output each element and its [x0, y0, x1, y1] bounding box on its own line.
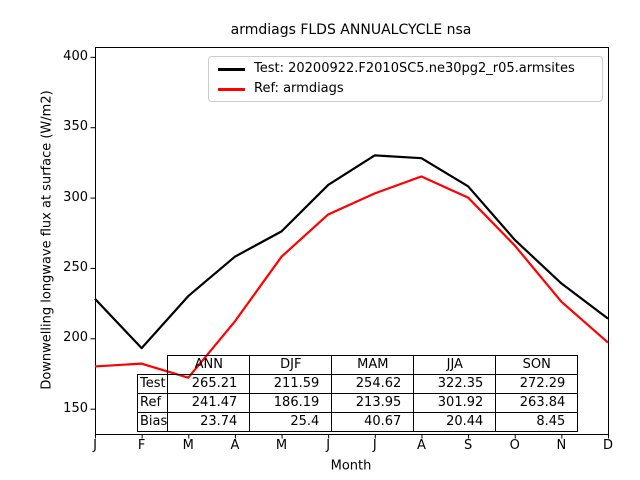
table-cell: 272.29 — [495, 374, 579, 394]
test-line-swatch — [218, 67, 245, 71]
table-cell: 23.74 — [167, 412, 251, 432]
table-cell: 301.92 — [413, 393, 497, 413]
x-tick-label: O — [509, 438, 520, 453]
x-tick-label: F — [137, 438, 146, 453]
x-tick-label: S — [463, 438, 473, 453]
legend-entry-ref: Ref: armdiags — [218, 81, 593, 97]
table-cell: 25.4 — [249, 412, 333, 432]
y-tick-label: 350 — [63, 119, 88, 135]
table-cell: 186.19 — [249, 393, 333, 413]
table-row: Test 265.21 211.59 254.62 322.35 272.29 — [136, 374, 579, 394]
table-cell: 254.62 — [331, 374, 415, 394]
stats-table: ANN DJF MAM JJA SON Test 265.21 211.59 254.62 322… — [136, 355, 579, 432]
table-row-label: Bias — [136, 412, 169, 432]
table-cell: 20.44 — [413, 412, 497, 432]
table-col-header: DJF — [249, 355, 333, 375]
stats-table-grid: ANN DJF MAM JJA SON Test 265.21 211.59 254.62 322… — [136, 355, 579, 432]
legend-entry-test: Test: 20200922.F2010SC5.ne30pg2_r05.arms… — [218, 61, 593, 77]
table-row-label: Test — [136, 374, 169, 394]
table-row: Ref 241.47 186.19 213.95 301.92 263.84 — [136, 393, 579, 413]
table-col-header: MAM — [331, 355, 415, 375]
y-tick-label: 250 — [63, 259, 88, 275]
table-cell: 322.35 — [413, 374, 497, 394]
x-tick-label: N — [556, 438, 567, 453]
table-cell: 8.45 — [495, 412, 579, 432]
table-cell: 263.84 — [495, 393, 579, 413]
x-tick-label: J — [326, 438, 331, 453]
test-line — [94, 154, 609, 350]
table-cell: 213.95 — [331, 393, 415, 413]
table-col-header: SON — [495, 355, 579, 375]
legend: Test: 20200922.F2010SC5.ne30pg2_r05.arms… — [208, 56, 603, 102]
y-tick-label: 150 — [63, 400, 88, 416]
chart-title: armdiags FLDS ANNUALCYCLE nsa — [230, 22, 472, 38]
x-tick-label: J — [372, 438, 377, 453]
x-tick-label: M — [275, 438, 288, 453]
table-corner-cell — [138, 356, 168, 375]
ref-line — [94, 175, 609, 379]
x-axis-label: Month — [330, 458, 372, 474]
y-tick-label: 300 — [63, 189, 88, 205]
table-col-header: ANN — [167, 355, 251, 375]
table-cell: 211.59 — [249, 374, 333, 394]
table-row: Bias 23.74 25.4 40.67 20.44 8.45 — [136, 412, 579, 432]
x-tick-label: A — [417, 438, 426, 453]
plot-border — [95, 47, 609, 435]
x-tick-label: M — [182, 438, 194, 453]
y-tick-label: 400 — [63, 48, 88, 64]
ref-line-swatch — [218, 87, 245, 91]
table-col-header: JJA — [413, 355, 497, 375]
y-tick-label: 200 — [63, 330, 88, 346]
table-cell: 265.21 — [167, 374, 251, 394]
x-tick-label: J — [93, 438, 97, 453]
table-cell: 40.67 — [331, 412, 415, 432]
legend-label-test: Test: 20200922.F2010SC5.ne30pg2_r05.arms… — [254, 61, 575, 76]
table-cell: 241.47 — [167, 393, 251, 413]
table-row-label: Ref — [136, 393, 169, 413]
x-tick-label: D — [602, 438, 613, 453]
legend-label-ref: Ref: armdiags — [254, 81, 344, 96]
x-tick-label: A — [230, 438, 240, 453]
